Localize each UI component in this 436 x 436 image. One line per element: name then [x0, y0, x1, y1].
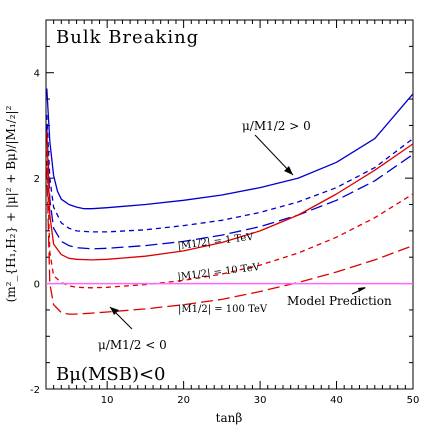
series-layer [46, 88, 414, 315]
annotation-model-prediction: Model Prediction [287, 294, 392, 308]
series-line-4 [46, 151, 414, 289]
axis-tick-labels: 10 20 30 40 50 -2 0 2 4 [30, 69, 419, 406]
series-line-1 [46, 114, 414, 233]
annotation-mu-negative: μ/M1/2 < 0 [98, 338, 167, 352]
arrow-mu-positive [254, 134, 294, 176]
annotation-m-1tev: |M1/2| = 1 TeV [177, 232, 255, 252]
y-tick-label: 0 [34, 280, 40, 291]
y-tick-label: -2 [30, 385, 40, 396]
y-tick-label: 2 [34, 174, 40, 185]
annotation-condition: Bμ(MSB)<0 [56, 364, 166, 385]
x-tick-label: 10 [101, 395, 114, 406]
series-line-5 [46, 167, 414, 315]
arrowhead-mu-positive [284, 166, 293, 175]
y-tick-label: 4 [34, 69, 40, 80]
series-line-3 [46, 130, 414, 261]
annotation-m-100tev: |M1/2| = 100 TeV [178, 304, 268, 315]
y-axis-label: (m²_{H₁,H₂} + |μ|² + Bμ)/|M₁/₂|² [4, 105, 18, 302]
plot-frame [45, 19, 414, 390]
x-tick-label: 50 [407, 395, 420, 406]
x-tick-label: 30 [254, 395, 267, 406]
x-tick-label: 20 [177, 395, 190, 406]
annotation-mu-positive: μ/M1/2 > 0 [242, 119, 311, 133]
series-line-2 [46, 125, 414, 250]
x-tick-label: 40 [330, 395, 343, 406]
arrowhead-mu-negative [110, 307, 119, 315]
axis-ticks [45, 19, 414, 390]
annotation-m-10tev: |M1/2| = 10 TeV [177, 262, 261, 283]
x-axis-label: tanβ [216, 411, 243, 425]
chart-title: Bulk Breaking [56, 27, 199, 48]
series-line-0 [46, 88, 414, 210]
arrowhead-model-prediction [358, 287, 366, 292]
